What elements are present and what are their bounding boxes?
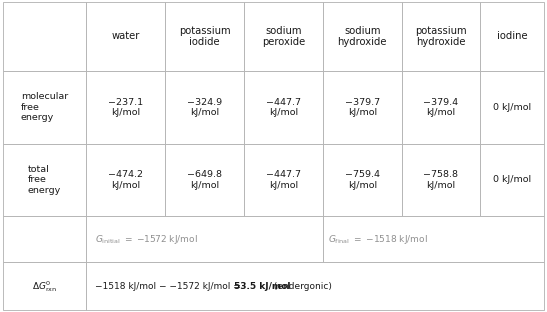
Bar <box>3 71 86 144</box>
Text: total
free
energy: total free energy <box>28 165 61 195</box>
Bar <box>244 2 323 71</box>
Bar <box>86 2 165 71</box>
Text: −759.4
kJ/mol: −759.4 kJ/mol <box>345 170 380 190</box>
Text: −1518 kJ/mol − −1572 kJ/mol =: −1518 kJ/mol − −1572 kJ/mol = <box>95 282 243 291</box>
Text: −474.2
kJ/mol: −474.2 kJ/mol <box>108 170 143 190</box>
Bar <box>3 262 86 310</box>
Bar <box>86 144 165 216</box>
Bar <box>323 71 401 144</box>
Text: molecular
free
energy: molecular free energy <box>21 92 68 122</box>
Text: −649.8
kJ/mol: −649.8 kJ/mol <box>187 170 222 190</box>
Bar <box>244 144 323 216</box>
Text: sodium
hydroxide: sodium hydroxide <box>337 26 387 47</box>
Bar <box>323 2 401 71</box>
Bar <box>480 2 544 71</box>
Bar <box>165 71 244 144</box>
Bar <box>165 2 244 71</box>
Text: −324.9
kJ/mol: −324.9 kJ/mol <box>187 98 222 117</box>
Text: 0 kJ/mol: 0 kJ/mol <box>493 175 531 184</box>
Text: potassium
iodide: potassium iodide <box>179 26 230 47</box>
Bar <box>165 144 244 216</box>
Text: −447.7
kJ/mol: −447.7 kJ/mol <box>266 98 301 117</box>
Bar <box>3 216 86 262</box>
Bar <box>86 71 165 144</box>
Bar <box>323 216 544 262</box>
Bar <box>86 216 323 262</box>
Bar <box>86 262 544 310</box>
Text: −447.7
kJ/mol: −447.7 kJ/mol <box>266 170 301 190</box>
Text: $\mathit{G}_\mathrm{initial}$ $=$ −1572 kJ/mol: $\mathit{G}_\mathrm{initial}$ $=$ −1572 … <box>95 232 197 246</box>
Bar <box>3 144 86 216</box>
Text: −237.1
kJ/mol: −237.1 kJ/mol <box>108 98 143 117</box>
Text: 0 kJ/mol: 0 kJ/mol <box>493 103 531 112</box>
Bar <box>480 71 544 144</box>
Text: potassium
hydroxide: potassium hydroxide <box>415 26 467 47</box>
Text: −379.7
kJ/mol: −379.7 kJ/mol <box>345 98 380 117</box>
Bar <box>323 144 401 216</box>
Bar <box>401 144 480 216</box>
Text: (endergonic): (endergonic) <box>271 282 332 291</box>
Text: sodium
peroxide: sodium peroxide <box>262 26 305 47</box>
Bar <box>3 2 86 71</box>
Bar <box>401 71 480 144</box>
Bar <box>244 71 323 144</box>
Bar <box>480 144 544 216</box>
Text: $\Delta G^0_\mathrm{rxn}$: $\Delta G^0_\mathrm{rxn}$ <box>32 279 57 294</box>
Text: $\mathit{G}_\mathrm{final}$ $=$ −1518 kJ/mol: $\mathit{G}_\mathrm{final}$ $=$ −1518 kJ… <box>328 232 428 246</box>
Text: water: water <box>112 31 140 41</box>
Text: 53.5 kJ/mol: 53.5 kJ/mol <box>234 282 291 291</box>
Bar <box>401 2 480 71</box>
Text: −758.8
kJ/mol: −758.8 kJ/mol <box>423 170 458 190</box>
Text: −379.4
kJ/mol: −379.4 kJ/mol <box>423 98 458 117</box>
Text: iodine: iodine <box>497 31 528 41</box>
